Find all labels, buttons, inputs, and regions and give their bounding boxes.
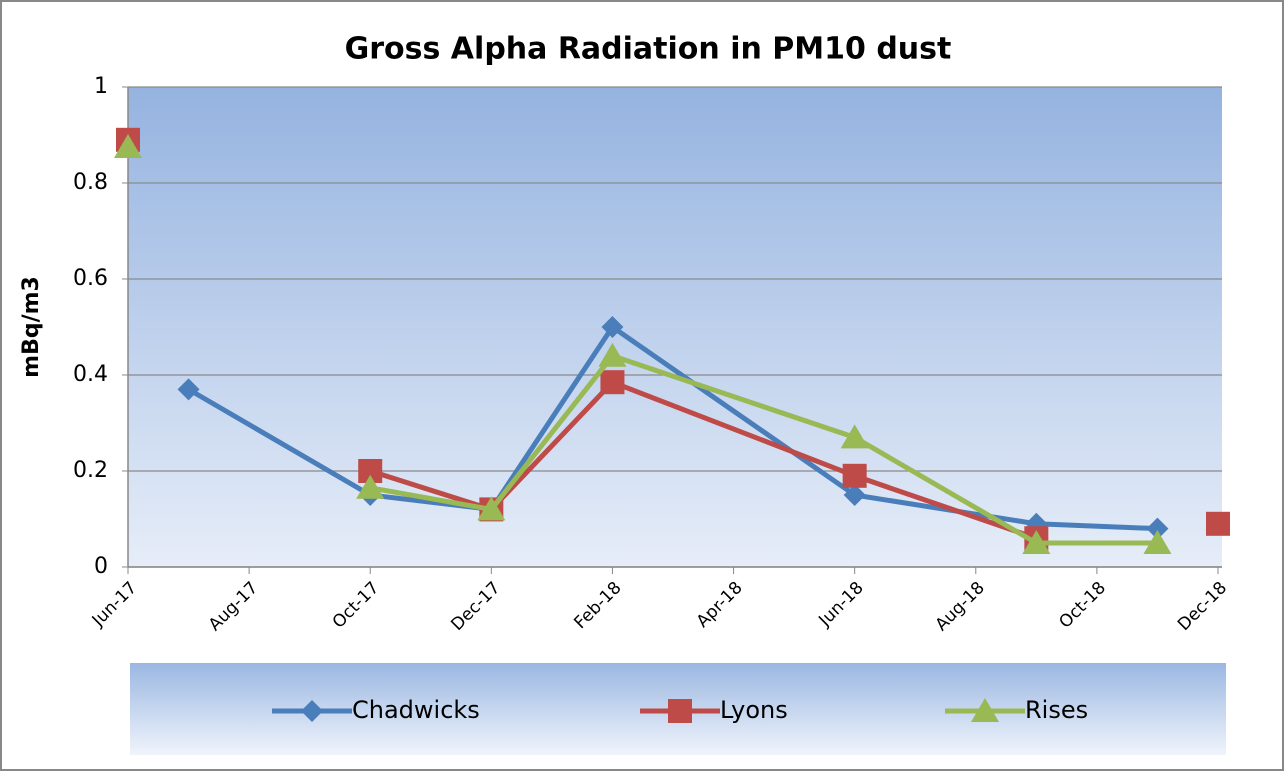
y-tick-label: 0.2 [73,458,108,483]
series-line [369,353,1158,546]
point [477,496,506,521]
y-tick-label: 0.6 [73,266,108,291]
point [114,134,142,158]
point [1206,511,1230,536]
point [177,378,200,401]
legend-marker [301,700,323,722]
legend-label: Chadwicks [352,696,480,724]
point [356,474,385,499]
point [843,484,866,506]
chart-title: Gross Alpha Radiation in PM10 dust [345,32,952,67]
point [600,370,625,395]
y-tick-label: 1 [94,74,108,99]
legend-marker [971,698,999,722]
legend-marker [668,699,692,723]
legend-label: Rises [1025,696,1088,724]
point [1022,530,1051,554]
y-axis-label: mBq/m3 [19,276,44,378]
point [840,424,869,449]
legend-label: Lyons [720,696,788,724]
point [601,316,624,338]
y-tick-label: 0.4 [73,362,108,387]
plot-area [128,87,1222,567]
point [842,463,867,488]
point [1146,517,1169,540]
point [1143,530,1172,554]
y-tick-label: 0 [94,554,108,579]
point [598,342,627,367]
y-tick-label: 0.8 [73,170,108,195]
